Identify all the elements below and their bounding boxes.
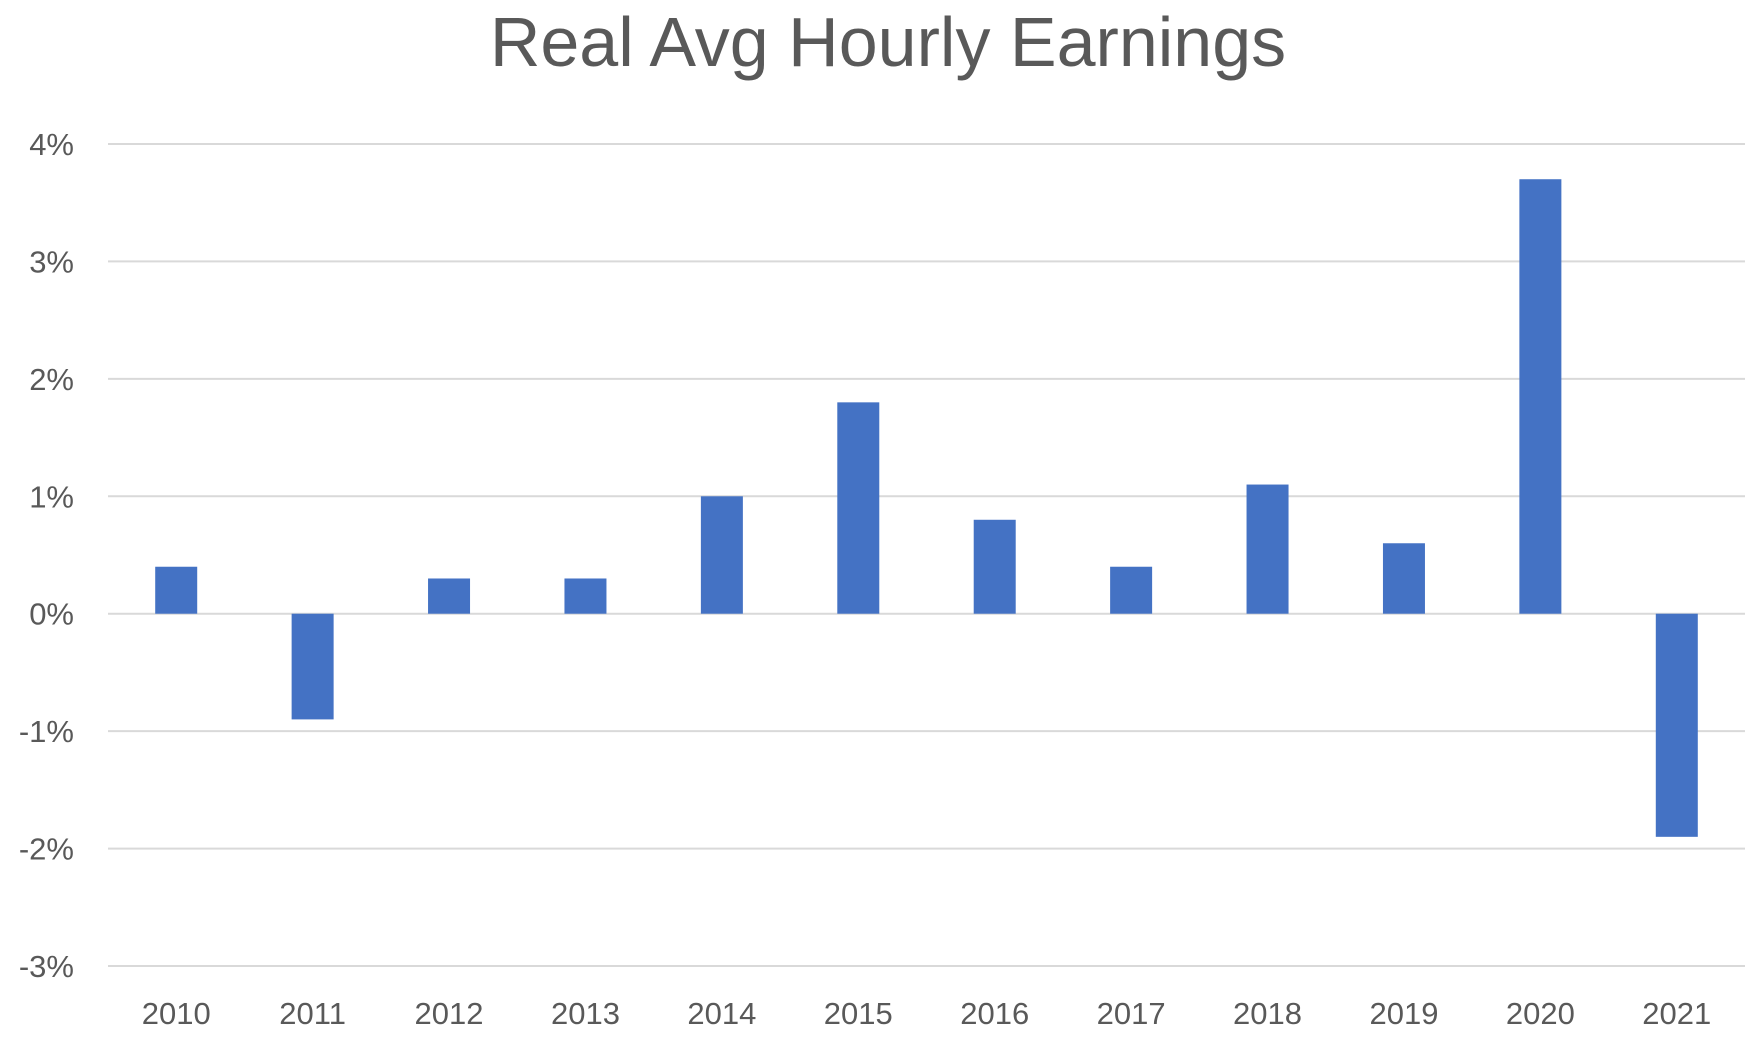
bar-2016: [973, 519, 1016, 614]
y-tick-label: 4%: [29, 127, 74, 162]
x-tick-label: 2014: [687, 996, 756, 1031]
bar-2017: [1110, 566, 1153, 614]
bar-2018: [1246, 484, 1289, 614]
chart-title: Real Avg Hourly Earnings: [490, 3, 1286, 81]
x-tick-label: 2011: [279, 996, 346, 1031]
bars: [155, 179, 1698, 837]
bar-2020: [1519, 179, 1562, 614]
x-tick-label: 2013: [551, 996, 620, 1031]
x-tick-label: 2015: [824, 996, 893, 1031]
x-tick-label: 2016: [960, 996, 1029, 1031]
x-tick-label: 2019: [1369, 996, 1438, 1031]
y-tick-label: 1%: [29, 479, 74, 514]
x-tick-label: 2020: [1506, 996, 1575, 1031]
bar-2012: [428, 578, 471, 614]
y-tick-label: 3%: [29, 244, 74, 279]
bar-2013: [564, 578, 607, 614]
x-axis-tick-labels: 2010 2011 2012 2013 2014 2015 2016 2017 2018 2019…: [142, 996, 1712, 1031]
x-tick-label: 2010: [142, 996, 211, 1031]
bar-2014: [700, 496, 743, 614]
y-tick-label: -3%: [19, 949, 74, 984]
bar-2010: [155, 566, 198, 614]
y-axis-tick-labels: -3% -2% -1% 0% 1% 2% 3% 4%: [19, 127, 74, 984]
y-tick-label: 2%: [29, 362, 74, 397]
gridlines: [108, 143, 1745, 967]
bar-2021: [1655, 613, 1698, 837]
y-tick-label: -2%: [19, 832, 74, 867]
bar-2019: [1382, 543, 1425, 614]
bar-2015: [837, 402, 880, 614]
bar-2011: [291, 613, 334, 720]
x-tick-label: 2012: [415, 996, 484, 1031]
x-tick-label: 2017: [1097, 996, 1166, 1031]
y-tick-label: 0%: [29, 597, 74, 632]
y-tick-label: -1%: [19, 714, 74, 749]
x-tick-label: 2018: [1233, 996, 1302, 1031]
x-tick-label: 2021: [1642, 996, 1711, 1031]
